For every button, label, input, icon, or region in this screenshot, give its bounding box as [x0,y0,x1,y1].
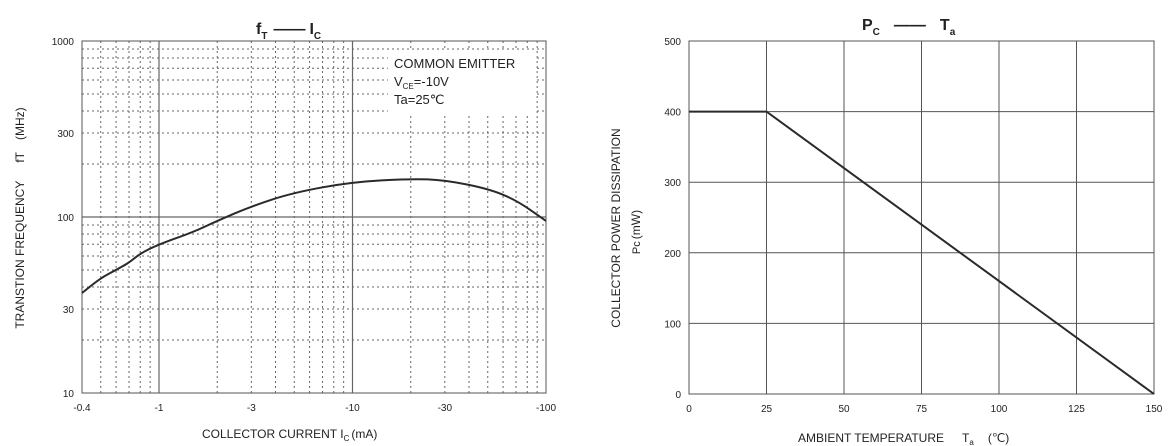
left-y-axis-symbol: fT [13,151,27,162]
left-y-tick-labels: 10 30 100 300 1000 [52,37,75,400]
annotation-line-1: COMMON EMITTER [394,56,515,71]
right-series-line [689,110,1155,395]
left-x-axis-label: COLLECTOR CURRENT IC (mA) [202,427,377,443]
left-chart-title: fT —— IC [256,21,321,42]
right-x-tick-label: 75 [916,404,928,415]
right-y-tick-label: 300 [664,178,681,189]
left-y-tick-label: 30 [63,305,75,316]
left-x-tick-label: -0.4 [73,403,91,414]
left-x-tick-label: -1 [155,403,164,414]
left-y-tick-label: 10 [63,389,75,400]
right-x-tick-label: 50 [838,404,850,415]
right-y-tick-label: 500 [664,37,681,48]
left-series-line [81,178,547,294]
right-y-axis-label-text: COLLECTOR POWER DISSIPATION [609,128,623,327]
annotation-line-3: Ta=25℃ [394,92,444,107]
right-y-axis-label: COLLECTOR POWER DISSIPATION [609,128,623,327]
right-y-tick-label: 200 [664,249,681,260]
annotation-line-2: VCE=-10V [394,74,449,91]
left-x-tick-labels: -0.4 -1 -3 -10 -30 -100 [73,403,556,414]
left-x-tick-label: -100 [536,403,556,414]
svg-text:TRANSTION FREQUENCYfT(MHz): TRANSTION FREQUENCY fT (MHz) [13,107,27,328]
left-major-grid [82,41,546,393]
right-x-tick-label: 150 [1146,404,1163,415]
left-y-axis-label-text: TRANSTION FREQUENCY [13,181,27,329]
left-y-tick-label: 100 [57,213,74,224]
pc-vs-ta-chart: PC —— Ta 0 100 200 300 400 500 0 25 50 75 100 125 150… [609,17,1163,446]
right-x-tick-label: 0 [686,404,692,415]
left-y-tick-label: 1000 [52,37,75,48]
svg-text:Pc(mW): Pc(mW) [629,210,643,254]
right-x-tick-label: 100 [991,404,1008,415]
ft-vs-ic-chart: fT —— IC COMMON EMITTER VCE=-10V Ta=25℃ 10… [13,21,556,443]
left-y-axis-unit: (MHz) [13,107,27,140]
left-y-axis-label: TRANSTION FREQUENCY fT (MHz) [13,107,27,328]
left-x-tick-label: -10 [345,403,360,414]
right-y-tick-labels: 0 100 200 300 400 500 [664,37,681,401]
left-x-tick-label: -30 [438,403,453,414]
left-x-tick-label: -3 [247,403,256,414]
right-y-tick-label: 0 [675,390,681,401]
right-y-tick-label: 400 [664,108,681,119]
right-y-tick-label: 100 [664,319,681,330]
right-x-tick-label: 125 [1068,404,1085,415]
right-x-tick-label: 25 [761,404,773,415]
left-annotation-box [388,50,534,116]
right-y-axis-symbol: Pc(mW) [629,210,643,254]
left-y-tick-label: 300 [57,129,74,140]
right-plot-frame [688,40,1155,395]
left-plot-frame [81,40,547,394]
right-x-tick-labels: 0 25 50 75 100 125 150 [686,404,1163,415]
right-chart-title: PC —— Ta [862,17,956,38]
right-x-axis-label: AMBIENT TEMPERATURE Ta (℃) [798,431,1009,446]
